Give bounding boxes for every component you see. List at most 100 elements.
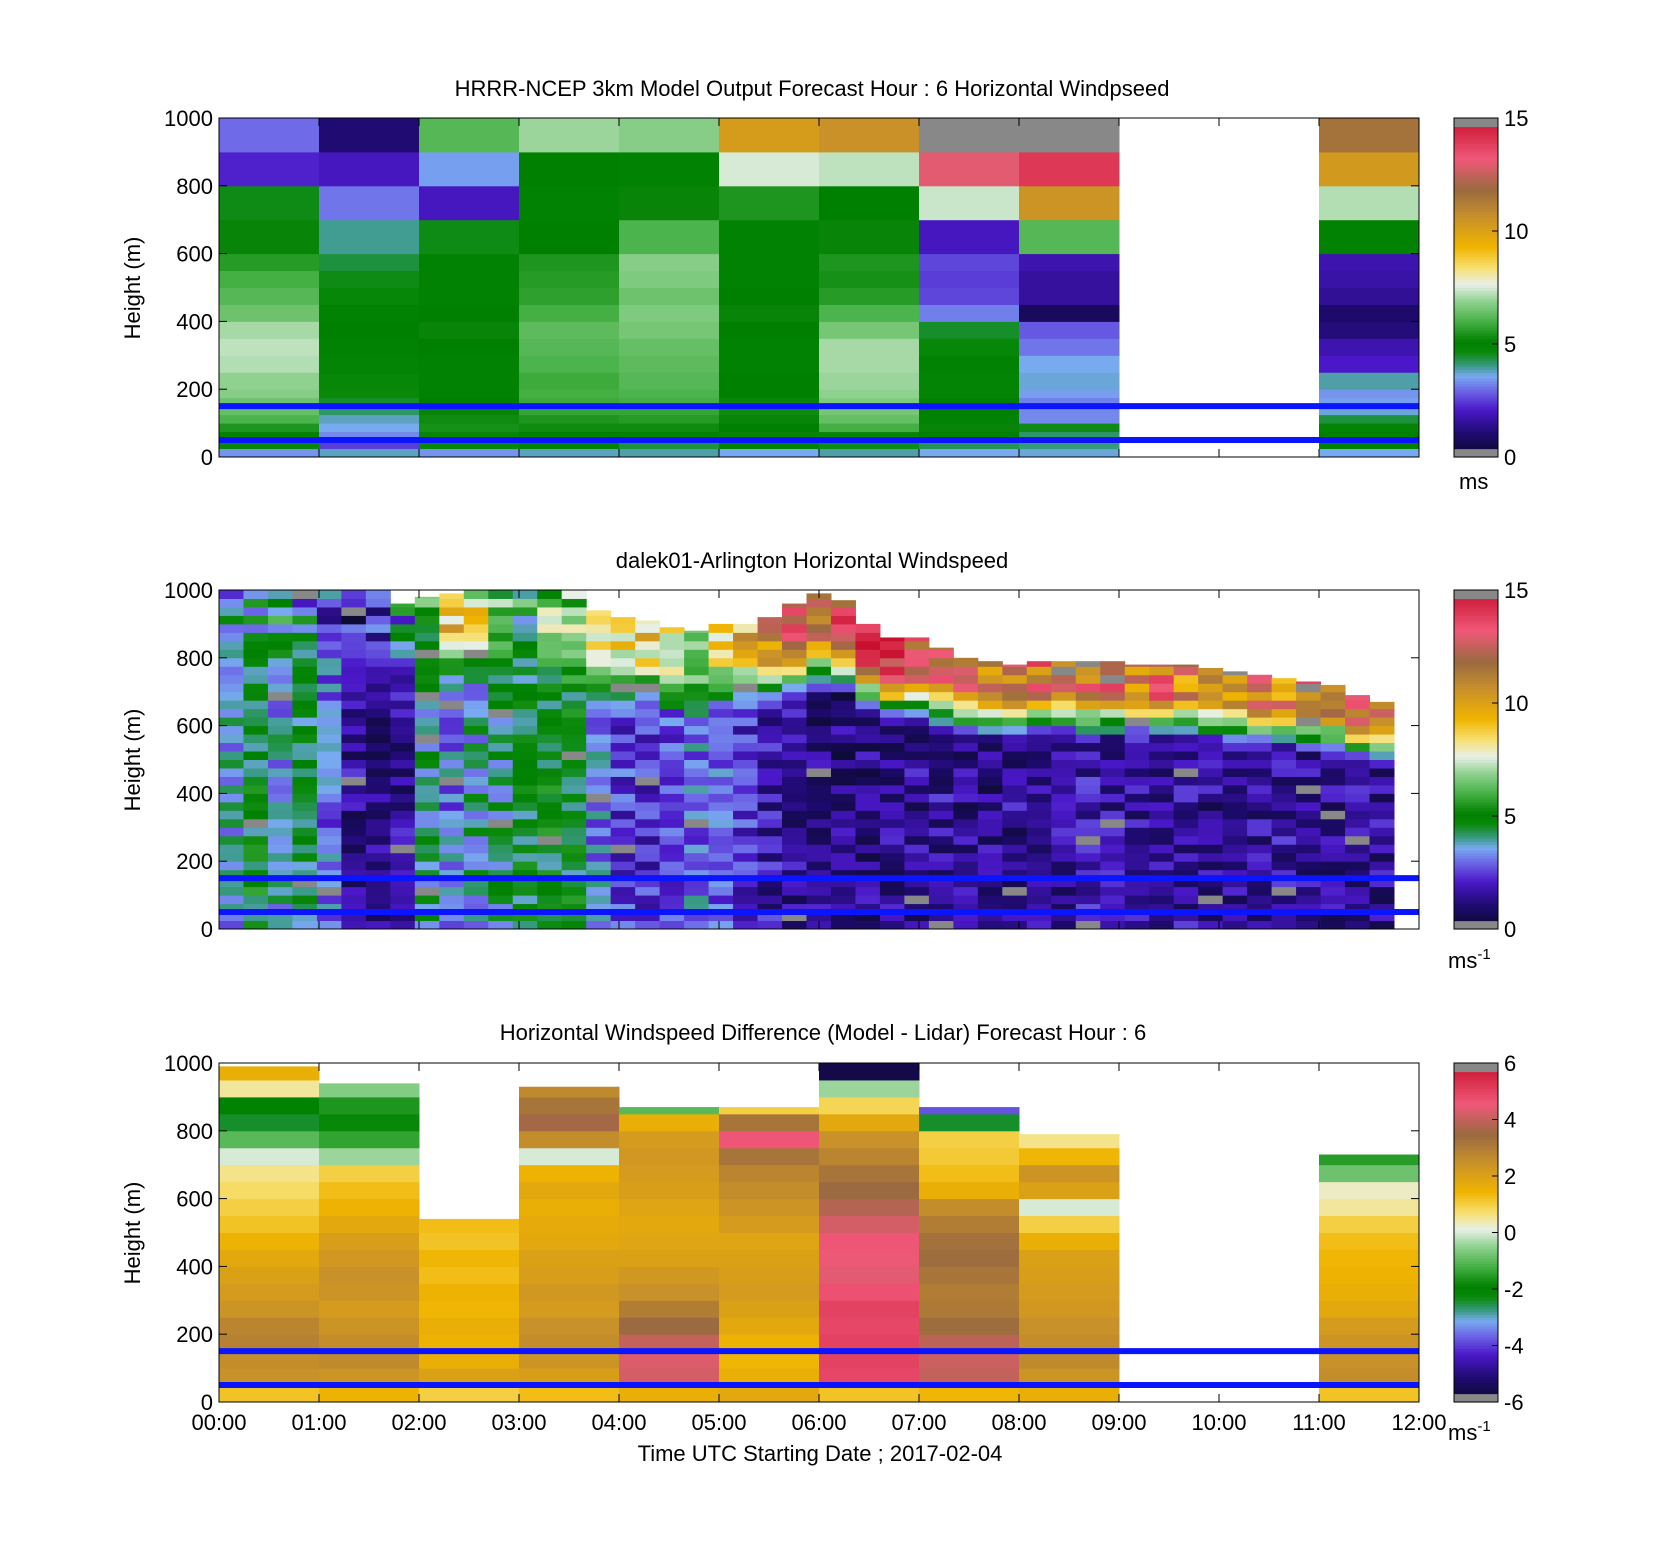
colorbar-segment — [1454, 231, 1498, 235]
colorbar-segment — [1454, 442, 1498, 447]
heatmap-cell — [830, 852, 856, 862]
heatmap-cell — [619, 389, 720, 399]
heatmap-cell — [1019, 1334, 1120, 1352]
heatmap-cell — [953, 759, 979, 769]
heatmap-cell — [977, 912, 1003, 922]
heatmap-cell — [316, 657, 342, 667]
heatmap-cell — [819, 372, 920, 390]
heatmap-cell — [977, 869, 1003, 879]
heatmap-cell — [414, 793, 440, 803]
heatmap-cell — [855, 844, 881, 854]
heatmap-cell — [1019, 338, 1120, 356]
heatmap-cell — [1319, 1215, 1420, 1233]
heatmap-cell — [1271, 835, 1297, 845]
heatmap-cell — [439, 606, 465, 616]
heatmap-cell — [919, 397, 1020, 407]
heatmap-cell — [1173, 844, 1199, 854]
heatmap-cell — [414, 708, 440, 718]
heatmap-cell — [855, 878, 881, 888]
heatmap-cell — [586, 920, 612, 930]
heatmap-cell — [733, 844, 759, 854]
colorbar-segment — [1454, 731, 1498, 735]
colorbar-segment — [1454, 273, 1498, 277]
heatmap-cell — [1345, 801, 1371, 811]
heatmap-cell — [439, 835, 465, 845]
heatmap-cell — [390, 603, 416, 608]
colorbar-segment — [1454, 301, 1498, 306]
heatmap-cell — [719, 1107, 820, 1115]
heatmap-cell — [1271, 869, 1297, 879]
heatmap-cell — [1026, 742, 1052, 752]
heatmap-cell — [292, 903, 318, 913]
heatmap-cell — [928, 683, 954, 693]
heatmap-cell — [635, 691, 661, 701]
heatmap-cell — [488, 759, 514, 769]
heatmap-cell — [1369, 751, 1395, 760]
heatmap-cell — [390, 767, 416, 777]
heatmap-cell — [635, 844, 661, 854]
heatmap-cell — [316, 818, 342, 828]
heatmap-cell — [635, 632, 661, 642]
heatmap-cell — [1051, 742, 1077, 752]
heatmap-cell — [519, 372, 620, 390]
heatmap-cell — [1173, 920, 1199, 930]
heatmap-cell — [316, 734, 342, 744]
heatmap-cell — [586, 818, 612, 828]
heatmap-cell — [977, 784, 1003, 794]
heatmap-cell — [879, 903, 905, 913]
heatmap-cell — [806, 844, 832, 854]
heatmap-cell — [319, 1083, 420, 1098]
heatmap-cell — [414, 751, 440, 760]
heatmap-cell — [219, 674, 244, 684]
heatmap-cell — [512, 598, 538, 608]
heatmap-cell — [1051, 717, 1077, 727]
colorbar-segment — [1454, 1218, 1498, 1222]
heatmap-cell — [708, 734, 734, 744]
heatmap-cell — [819, 1164, 920, 1183]
heatmap-cell — [733, 869, 759, 879]
heatmap-cell — [806, 700, 832, 710]
heatmap-cell — [1019, 1215, 1120, 1233]
heatmap-cell — [819, 440, 920, 450]
colorbar-segment — [1454, 1277, 1498, 1282]
heatmap-cell — [243, 623, 269, 633]
heatmap-cell — [341, 886, 367, 896]
heatmap-cell — [1247, 742, 1273, 752]
heatmap-cell — [684, 734, 710, 744]
heatmap-cell — [267, 776, 293, 786]
heatmap-cell — [1198, 903, 1224, 913]
heatmap-cell — [463, 920, 489, 930]
heatmap-cell — [561, 801, 587, 811]
heatmap-cell — [1124, 903, 1150, 913]
heatmap-cell — [782, 827, 807, 837]
heatmap-cell — [806, 776, 832, 786]
heatmap-cell — [855, 827, 881, 837]
heatmap-cell — [537, 920, 563, 930]
heatmap-cell — [488, 920, 514, 930]
heatmap-cell — [1026, 827, 1052, 837]
heatmap-cell — [919, 1385, 1020, 1403]
panel-lidar-ylabel: Height (m) — [120, 709, 145, 812]
heatmap-cell — [830, 912, 856, 922]
colorbar-segment — [1454, 397, 1498, 402]
heatmap-cell — [1002, 852, 1028, 862]
heatmap-cell — [819, 253, 920, 272]
heatmap-cell — [830, 657, 856, 667]
heatmap-cell — [879, 751, 905, 760]
heatmap-cell — [1271, 827, 1297, 837]
heatmap-cell — [733, 632, 759, 642]
heatmap-cell — [537, 606, 563, 616]
heatmap-cell — [1002, 691, 1028, 701]
heatmap-cell — [1319, 1198, 1420, 1217]
heatmap-cell — [561, 827, 587, 837]
heatmap-cell — [782, 751, 807, 760]
heatmap-cell — [1051, 793, 1077, 803]
colorbar-segment — [1454, 174, 1498, 178]
colorbar-segment — [1454, 332, 1498, 337]
heatmap-cell — [316, 801, 342, 811]
heatmap-cell — [243, 784, 269, 794]
heatmap-cell — [1296, 912, 1322, 922]
heatmap-cell — [1345, 844, 1371, 854]
heatmap-cell — [390, 649, 416, 659]
heatmap-cell — [782, 683, 807, 693]
